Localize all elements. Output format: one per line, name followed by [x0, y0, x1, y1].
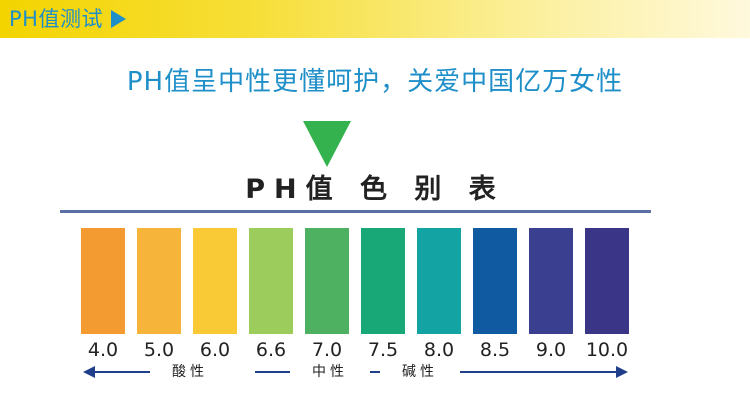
ph-swatch [361, 228, 405, 334]
ph-value-label: 6.0 [199, 339, 231, 361]
neutral-label: 中性 [290, 363, 370, 381]
header-title: PH值测试 [9, 7, 103, 31]
ph-value-label: 5.0 [143, 339, 175, 361]
play-triangle-icon [110, 10, 126, 28]
alkaline-scale-line [447, 371, 617, 373]
ph-value-label: 10.0 [585, 339, 629, 361]
ph-value-label: 7.0 [311, 339, 343, 361]
neutral-alkaline-connector-line [353, 371, 397, 373]
down-triangle-icon [303, 121, 351, 167]
ph-value-label: 8.0 [423, 339, 455, 361]
ph-swatch [585, 228, 629, 334]
ph-swatch [305, 228, 349, 334]
alkaline-label: 碱性 [380, 363, 460, 381]
ph-swatch [81, 228, 125, 334]
ph-swatch [417, 228, 461, 334]
header-bar: PH值测试 [0, 0, 750, 38]
slogan: PH值呈中性更懂呵护，关爱中国亿万女性 [126, 67, 624, 97]
ph-value-label: 4.0 [87, 339, 119, 361]
ph-value-label: 8.5 [479, 339, 511, 361]
ph-swatch [193, 228, 237, 334]
ph-value-label: 7.5 [367, 339, 399, 361]
ph-swatch [249, 228, 293, 334]
acid-neutral-connector-line [255, 371, 307, 373]
ph-color-swatches [81, 228, 629, 334]
title-divider [60, 210, 651, 213]
chart-title: PH值 色 别 表 [245, 174, 505, 205]
ph-value-label: 9.0 [535, 339, 567, 361]
ph-swatch [529, 228, 573, 334]
ph-swatch [473, 228, 517, 334]
ph-value-label: 6.6 [255, 339, 287, 361]
header-title-wrap: PH值测试 [9, 6, 126, 32]
arrow-right-icon [616, 366, 628, 378]
arrow-left-icon [83, 366, 95, 378]
acid-label: 酸性 [150, 363, 230, 381]
ph-swatch [137, 228, 181, 334]
